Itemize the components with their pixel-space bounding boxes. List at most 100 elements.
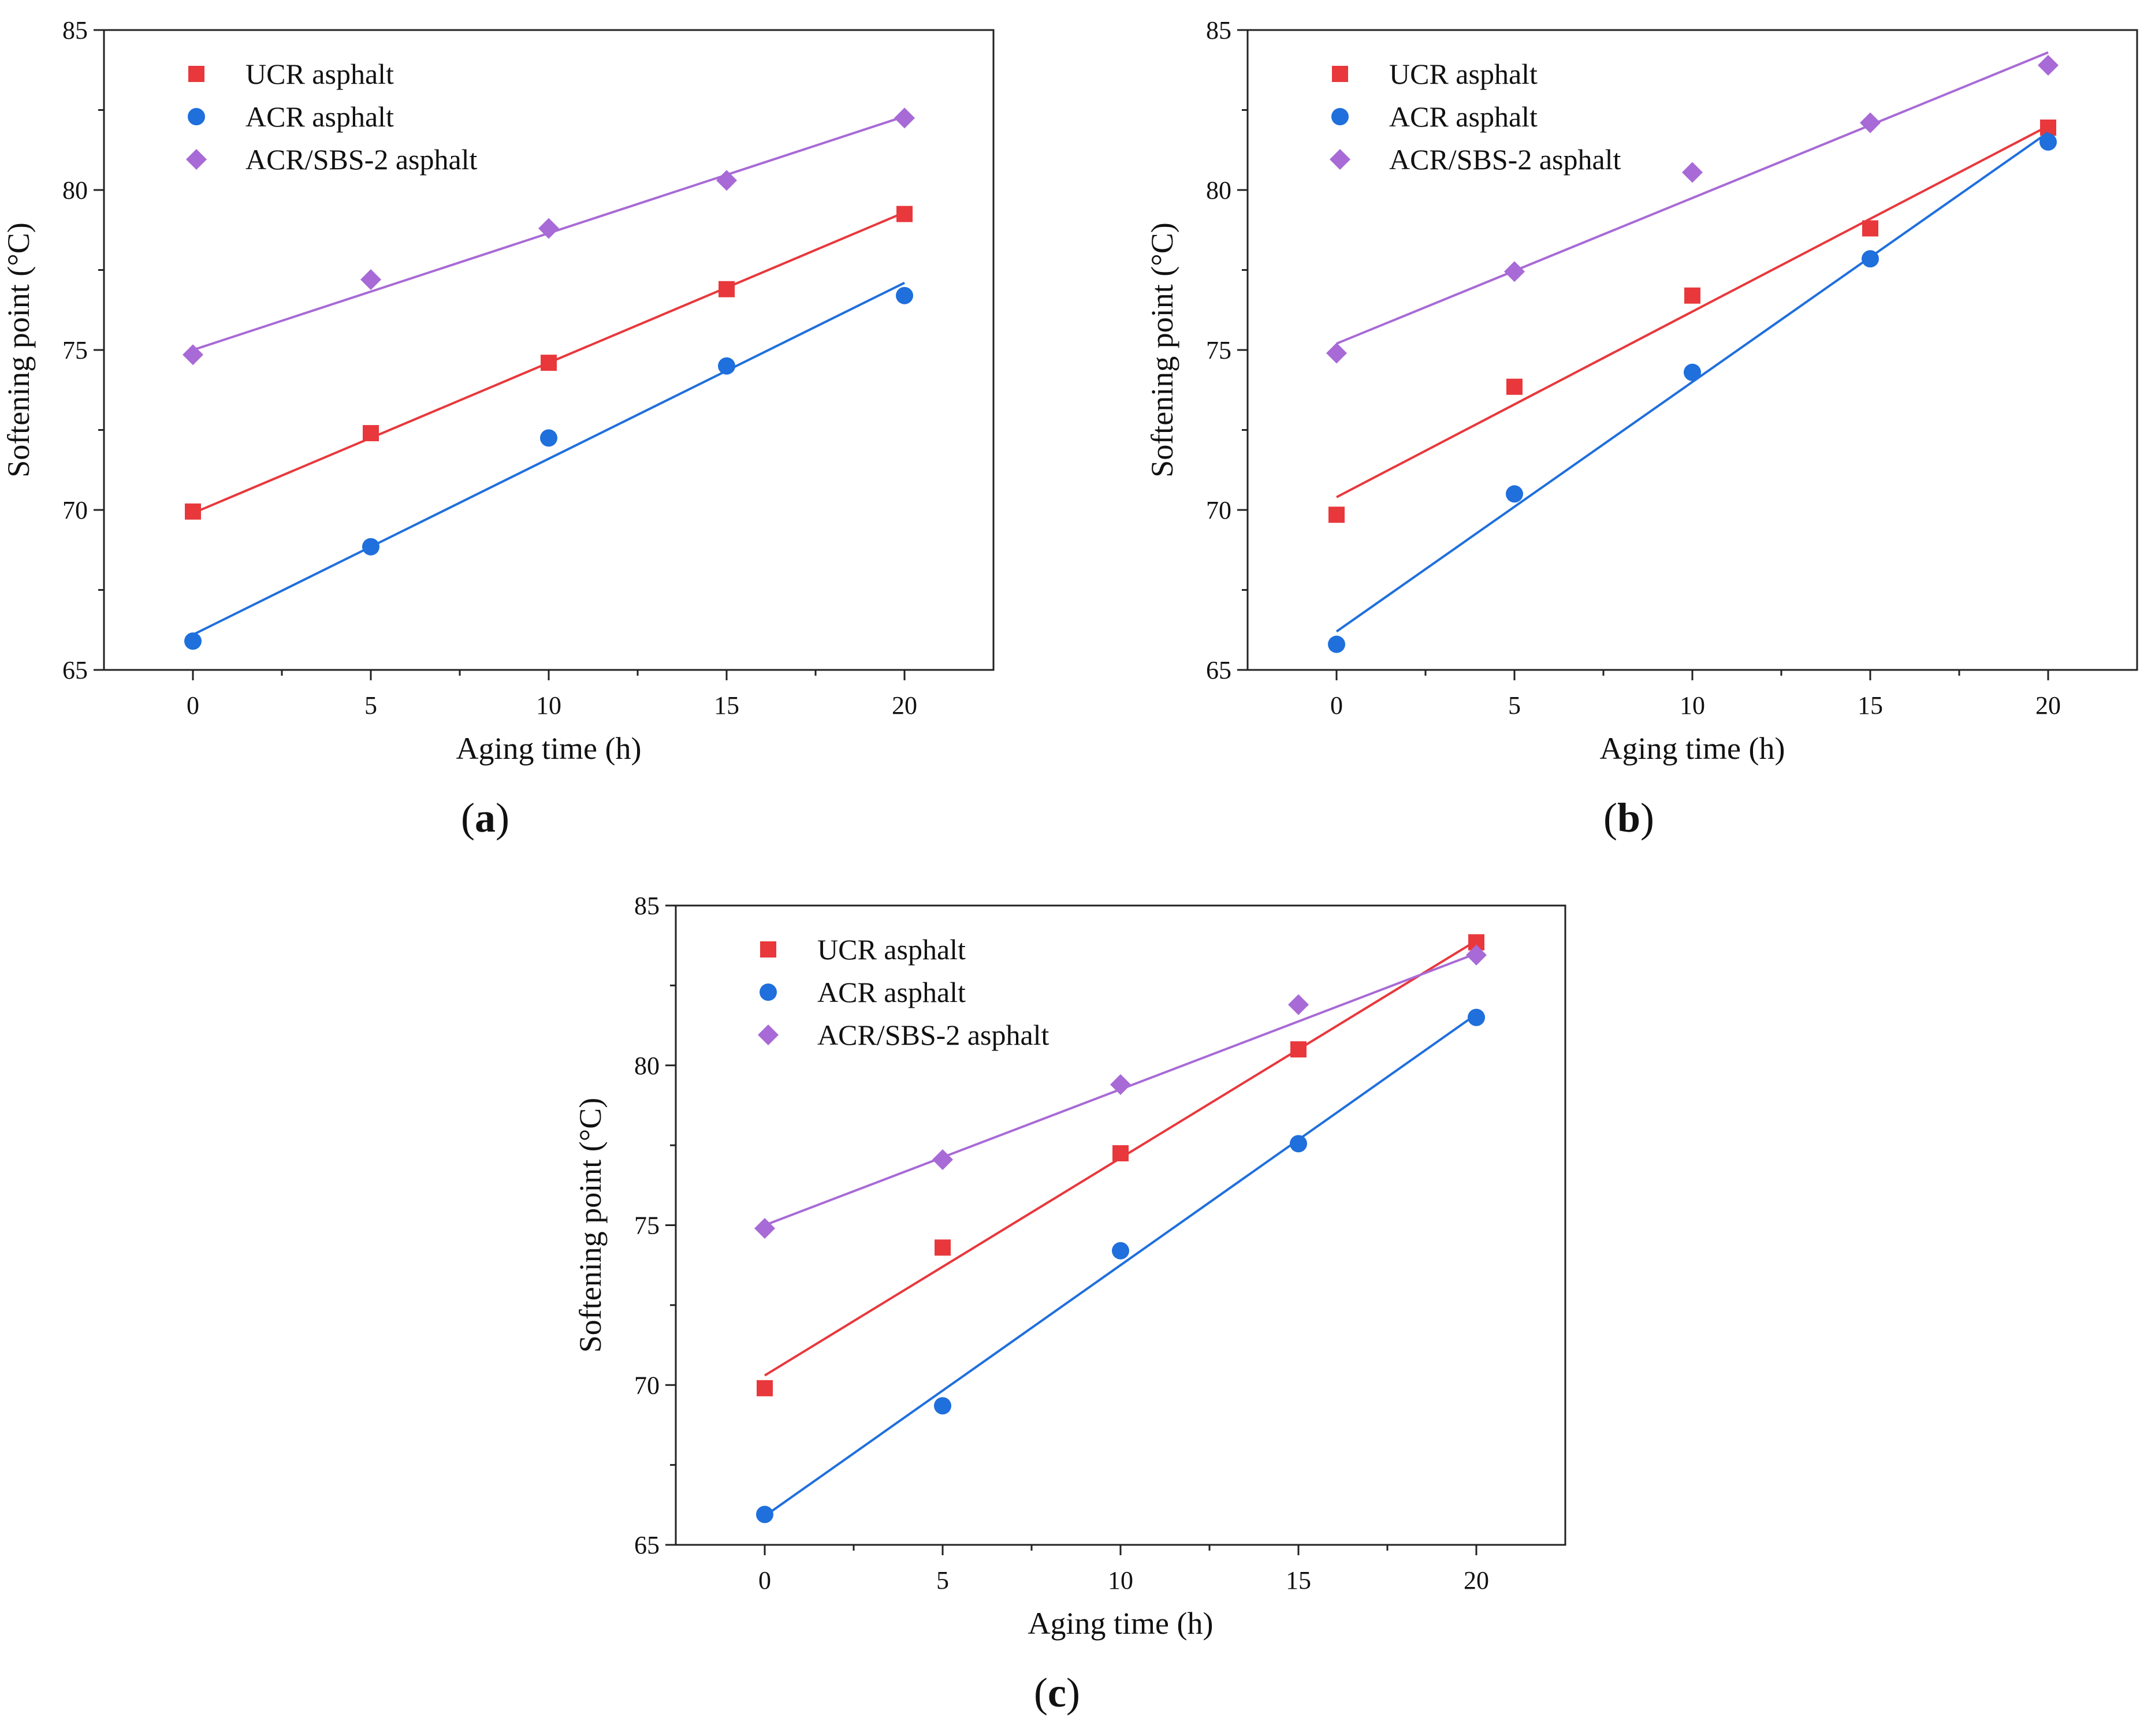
x-tick-label: 5 <box>936 1566 949 1595</box>
data-point-square <box>363 425 379 442</box>
series-1 <box>1328 131 2057 653</box>
legend-marker-diamond <box>186 149 207 170</box>
series-1 <box>756 1008 1485 1523</box>
x-tick-label: 10 <box>536 691 561 720</box>
x-tick-label: 10 <box>1108 1566 1133 1595</box>
y-tick-label: 85 <box>1206 16 1231 44</box>
y-tick-label: 65 <box>634 1531 660 1559</box>
data-point-diamond <box>932 1149 953 1171</box>
data-point-circle <box>1506 485 1523 503</box>
data-point-square <box>719 281 735 297</box>
y-tick-label: 70 <box>62 496 88 524</box>
data-point-diamond <box>754 1218 775 1239</box>
data-point-square <box>1862 220 1878 237</box>
y-tick-label: 80 <box>1206 176 1231 204</box>
x-tick-label: 15 <box>1286 1566 1311 1595</box>
series-0 <box>1328 119 2056 523</box>
data-point-circle <box>756 1506 773 1523</box>
panel-label-open: ( <box>461 795 475 841</box>
legend: UCR asphalt ACR asphalt ACR/SBS-2 asphalt <box>1330 58 1621 176</box>
legend: UCR asphalt ACR asphalt ACR/SBS-2 asphalt <box>758 933 1049 1051</box>
legend-label: UCR asphalt <box>245 58 394 90</box>
panel-label-open: ( <box>1603 795 1617 841</box>
data-point-diamond <box>716 170 737 191</box>
y-tick-label: 75 <box>634 1212 660 1240</box>
series-1 <box>184 281 913 650</box>
y-tick-label: 80 <box>62 176 88 204</box>
data-point-diamond <box>894 107 915 129</box>
data-point-square <box>541 355 557 371</box>
data-point-circle <box>1112 1242 1129 1260</box>
fit-line <box>1335 131 2049 633</box>
chart-panel-a: 0 5 10 15 20 65 70 75 80 85 Aging time (h) Softenin… <box>1 16 995 841</box>
data-point-square <box>757 1380 773 1396</box>
x-tick-label: 10 <box>1680 691 1705 720</box>
panel-label-letter: a <box>475 795 496 841</box>
series-2 <box>754 944 1487 1239</box>
data-point-diamond <box>1466 944 1487 966</box>
legend-marker-circle <box>188 108 205 125</box>
y-tick-label: 70 <box>1206 496 1231 524</box>
panel-label: (b) <box>1603 795 1654 841</box>
data-point-diamond <box>1504 261 1525 282</box>
x-tick-label: 0 <box>187 691 199 720</box>
data-point-diamond <box>183 344 203 366</box>
legend-label: ACR/SBS-2 asphalt <box>1389 143 1621 176</box>
legend-marker-circle <box>1331 108 1349 125</box>
x-axis-title: Aging time (h) <box>456 731 642 766</box>
data-point-diamond <box>2038 54 2059 76</box>
x-tick-label: 0 <box>1330 691 1343 720</box>
data-point-circle <box>1328 635 1345 653</box>
y-axis-title: Softening point (°C) <box>573 1098 608 1353</box>
legend-label: ACR/SBS-2 asphalt <box>245 143 478 176</box>
panel-label-close: ) <box>1066 1670 1080 1716</box>
x-tick-label: 15 <box>714 691 739 720</box>
panel-label-letter: b <box>1617 795 1640 841</box>
data-point-diamond <box>1288 994 1309 1015</box>
data-point-circle <box>1468 1008 1485 1026</box>
x-tick-label: 20 <box>892 691 917 720</box>
data-point-circle <box>934 1397 951 1415</box>
x-axis-title: Aging time (h) <box>1028 1606 1214 1641</box>
legend-marker-diamond <box>1330 149 1350 170</box>
legend: UCR asphalt ACR asphalt ACR/SBS-2 asphalt <box>186 58 478 176</box>
data-point-circle <box>540 429 557 447</box>
legend-marker-circle <box>760 984 777 1001</box>
data-point-diamond <box>1326 342 1347 364</box>
data-point-circle <box>718 357 735 375</box>
y-tick-label: 65 <box>62 656 88 684</box>
panel-label-close: ) <box>1640 795 1654 841</box>
legend-marker-square <box>760 941 776 958</box>
chart-panel-b: 0 5 10 15 20 65 70 75 80 85 Aging time (h) Softenin… <box>1145 16 2138 841</box>
data-point-square <box>896 206 913 222</box>
fit-line <box>1336 125 2049 498</box>
data-point-circle <box>2039 133 2057 151</box>
legend-marker-square <box>188 66 204 82</box>
panel-label-letter: c <box>1048 1670 1066 1716</box>
panel-label: (c) <box>1034 1670 1080 1716</box>
data-point-square <box>1290 1041 1307 1058</box>
data-point-circle <box>184 632 202 650</box>
data-point-square <box>1684 287 1700 304</box>
x-tick-label: 5 <box>1508 691 1521 720</box>
data-point-square <box>1506 378 1523 395</box>
legend-marker-diamond <box>758 1025 779 1045</box>
series-0 <box>757 934 1484 1396</box>
legend-marker-square <box>1332 66 1348 82</box>
x-tick-label: 0 <box>758 1566 771 1595</box>
legend-label: ACR asphalt <box>817 976 966 1008</box>
data-point-square <box>185 503 201 520</box>
data-point-circle <box>1862 250 1879 268</box>
y-tick-label: 75 <box>62 336 88 364</box>
fit-line <box>764 1013 1477 1517</box>
data-point-diamond <box>1860 112 1881 133</box>
y-tick-label: 85 <box>62 16 88 44</box>
x-tick-label: 15 <box>1858 691 1883 720</box>
y-axis-title: Softening point (°C) <box>1145 222 1179 478</box>
chart-panel-c: 0 5 10 15 20 65 70 75 80 85 Aging time (h) Softenin… <box>573 892 1566 1716</box>
legend-label: ACR/SBS-2 asphalt <box>817 1019 1049 1051</box>
y-tick-label: 85 <box>634 892 660 920</box>
legend-label: UCR asphalt <box>817 933 966 966</box>
